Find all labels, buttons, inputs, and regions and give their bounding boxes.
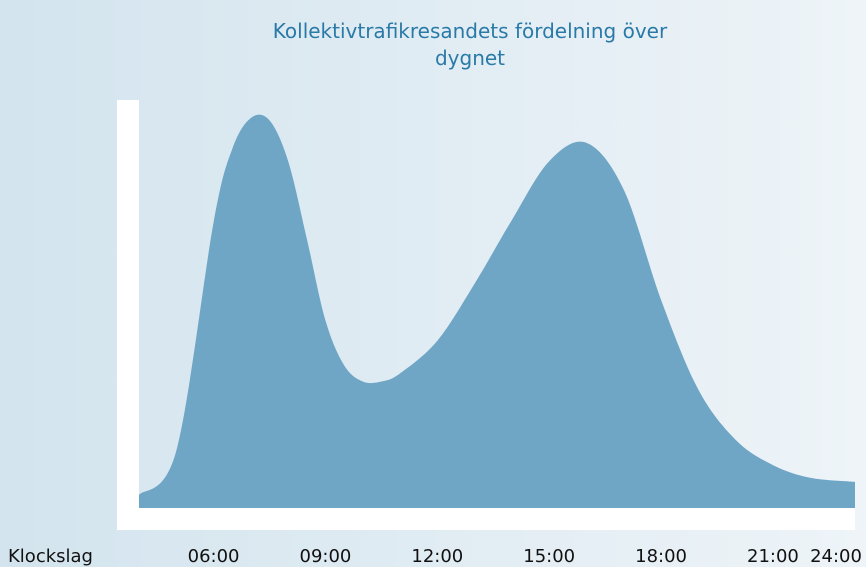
x-tick-label: 24:00 [810,546,862,567]
y-axis-bar [117,100,139,530]
x-tick-label: 21:00 [747,546,799,567]
x-tick-label: 09:00 [300,546,352,567]
x-tick-label: 12:00 [411,546,463,567]
x-tick-label: 18:00 [635,546,687,567]
x-axis-label: Klockslag [8,546,93,567]
chart-title: Kollektivtrafikresandets fördelning över… [272,19,668,70]
area [139,114,855,509]
x-axis-bar [117,508,855,530]
x-tick-label: 06:00 [188,546,240,567]
x-tick-label: 15:00 [523,546,575,567]
